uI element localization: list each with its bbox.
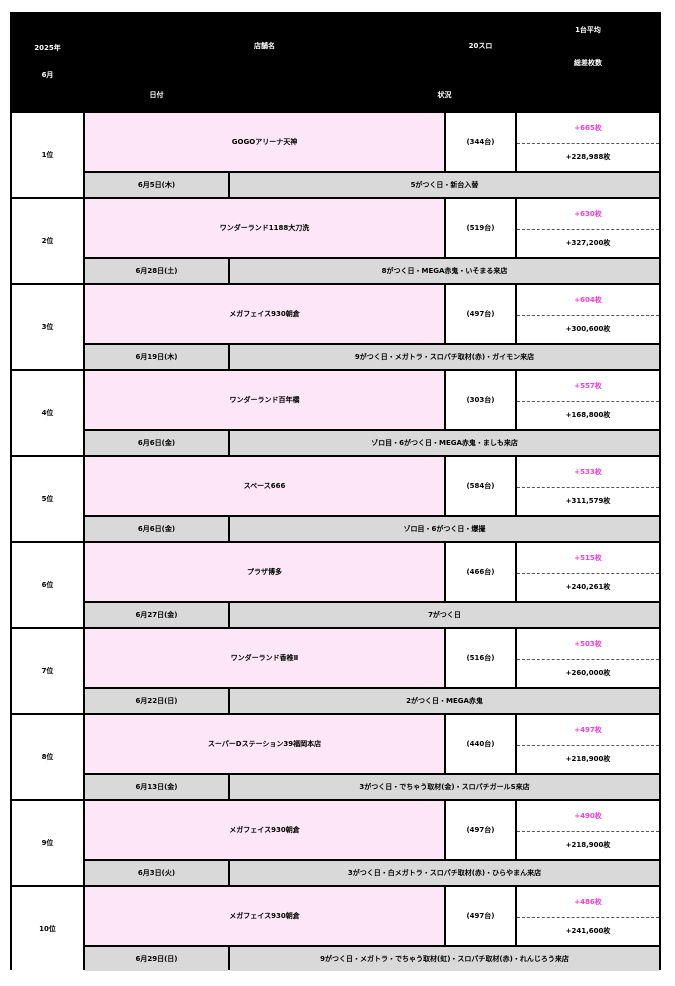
rank-label: 6位 bbox=[12, 543, 83, 627]
average-diff: +557枚 bbox=[517, 371, 659, 401]
event-date: 6月22日(日) bbox=[85, 689, 228, 713]
event-status: 9がつく日・メガトラ・でちゃう取材(虹)・スロパチ取材(赤)・れんじろう来店 bbox=[230, 947, 659, 971]
average-diff: +497枚 bbox=[517, 715, 659, 745]
machine-count: (519台) bbox=[446, 199, 515, 257]
event-status: 3がつく日・白メガトラ・スロパチ取材(赤)・ひらやまん来店 bbox=[230, 861, 659, 885]
rank-label: 5位 bbox=[12, 457, 83, 541]
dashed-divider bbox=[517, 745, 659, 746]
rank-label: 4位 bbox=[12, 371, 83, 455]
rank-label: 9位 bbox=[12, 801, 83, 885]
event-date: 6月3日(火) bbox=[85, 861, 228, 885]
event-status: 8がつく日・MEGA赤鬼・いそまる来店 bbox=[230, 259, 659, 283]
store-name: メガフェイス930朝倉 bbox=[85, 887, 444, 945]
dashed-divider bbox=[517, 487, 659, 488]
total-diff: +260,000枚 bbox=[517, 659, 659, 687]
machine-type-header: 20スロ bbox=[446, 14, 515, 78]
average-diff: +604枚 bbox=[517, 285, 659, 315]
dashed-divider bbox=[517, 831, 659, 832]
total-diff: +228,988枚 bbox=[517, 143, 659, 171]
average-diff: +630枚 bbox=[517, 199, 659, 229]
store-name: スーパーDステーション39福岡本店 bbox=[85, 715, 444, 773]
machine-count: (584台) bbox=[446, 457, 515, 515]
event-status: 3がつく日・でちゃう取材(金)・スロパチガールS来店 bbox=[230, 775, 659, 799]
rank-label: 2位 bbox=[12, 199, 83, 283]
event-status: 5がつく日・新台入替 bbox=[230, 173, 659, 197]
average-diff: +490枚 bbox=[517, 801, 659, 831]
dashed-divider bbox=[517, 917, 659, 918]
average-diff: +665枚 bbox=[517, 113, 659, 143]
event-status: ゾロ目・6がつく日・MEGA赤鬼・ましも来店 bbox=[230, 431, 659, 455]
event-status: 2がつく日・MEGA赤鬼 bbox=[230, 689, 659, 713]
rank-label: 7位 bbox=[12, 629, 83, 713]
machine-count: (303台) bbox=[446, 371, 515, 429]
machine-count: (497台) bbox=[446, 887, 515, 945]
store-name: メガフェイス930朝倉 bbox=[85, 285, 444, 343]
machine-count: (440台) bbox=[446, 715, 515, 773]
store-name: ワンダーランド1188大刀洗 bbox=[85, 199, 444, 257]
dashed-divider bbox=[517, 143, 659, 144]
event-status: 7がつく日 bbox=[230, 603, 659, 627]
rank-label: 1位 bbox=[12, 113, 83, 197]
store-name-header: 店舗名 bbox=[85, 14, 444, 78]
ranking-table: 2025年 6月 店舗名 20スロ 1台平均 総差枚数 日付 状況 1位 GOGO… bbox=[10, 12, 661, 971]
event-status: ゾロ目・6がつく日・爆撮 bbox=[230, 517, 659, 541]
store-name: メガフェイス930朝倉 bbox=[85, 801, 444, 859]
machine-count: (516台) bbox=[446, 629, 515, 687]
rank-label: 3位 bbox=[12, 285, 83, 369]
rank-label: 10位 bbox=[12, 887, 83, 971]
total-diff: +327,200枚 bbox=[517, 229, 659, 257]
avg-header: 1台平均 bbox=[517, 14, 659, 45]
total-header: 総差枚数 bbox=[517, 47, 659, 78]
average-diff: +503枚 bbox=[517, 629, 659, 659]
date-header: 日付 bbox=[85, 80, 228, 110]
status-header: 状況 bbox=[230, 80, 659, 110]
event-date: 6月13日(金) bbox=[85, 775, 228, 799]
average-diff: +515枚 bbox=[517, 543, 659, 573]
machine-count: (466台) bbox=[446, 543, 515, 601]
machine-count: (497台) bbox=[446, 285, 515, 343]
total-diff: +218,900枚 bbox=[517, 745, 659, 773]
dashed-divider bbox=[517, 659, 659, 660]
period-month: 6月 bbox=[41, 71, 54, 79]
total-diff: +241,600枚 bbox=[517, 917, 659, 945]
dashed-divider bbox=[517, 229, 659, 230]
average-diff: +533枚 bbox=[517, 457, 659, 487]
event-status: 9がつく日・メガトラ・スロパチ取材(赤)・ガイモン来店 bbox=[230, 345, 659, 369]
store-name: プラザ博多 bbox=[85, 543, 444, 601]
event-date: 6月27日(金) bbox=[85, 603, 228, 627]
event-date: 6月6日(金) bbox=[85, 517, 228, 541]
machine-count: (344台) bbox=[446, 113, 515, 171]
dashed-divider bbox=[517, 315, 659, 316]
store-name: ワンダーランド香椎Ⅱ bbox=[85, 629, 444, 687]
total-diff: +240,261枚 bbox=[517, 573, 659, 601]
machine-count: (497台) bbox=[446, 801, 515, 859]
store-name: スペース666 bbox=[85, 457, 444, 515]
average-diff: +486枚 bbox=[517, 887, 659, 917]
store-name: ワンダーランド百年橋 bbox=[85, 371, 444, 429]
event-date: 6月28日(土) bbox=[85, 259, 228, 283]
period-header: 2025年 6月 bbox=[12, 14, 83, 110]
event-date: 6月29日(日) bbox=[85, 947, 228, 971]
total-diff: +218,900枚 bbox=[517, 831, 659, 859]
dashed-divider bbox=[517, 401, 659, 402]
total-diff: +168,800枚 bbox=[517, 401, 659, 429]
total-diff: +311,579枚 bbox=[517, 487, 659, 515]
rank-label: 8位 bbox=[12, 715, 83, 799]
event-date: 6月19日(木) bbox=[85, 345, 228, 369]
period-year: 2025年 bbox=[34, 44, 61, 52]
store-name: GOGOアリーナ天神 bbox=[85, 113, 444, 171]
total-diff: +300,600枚 bbox=[517, 315, 659, 343]
dashed-divider bbox=[517, 573, 659, 574]
event-date: 6月6日(金) bbox=[85, 431, 228, 455]
event-date: 6月5日(木) bbox=[85, 173, 228, 197]
